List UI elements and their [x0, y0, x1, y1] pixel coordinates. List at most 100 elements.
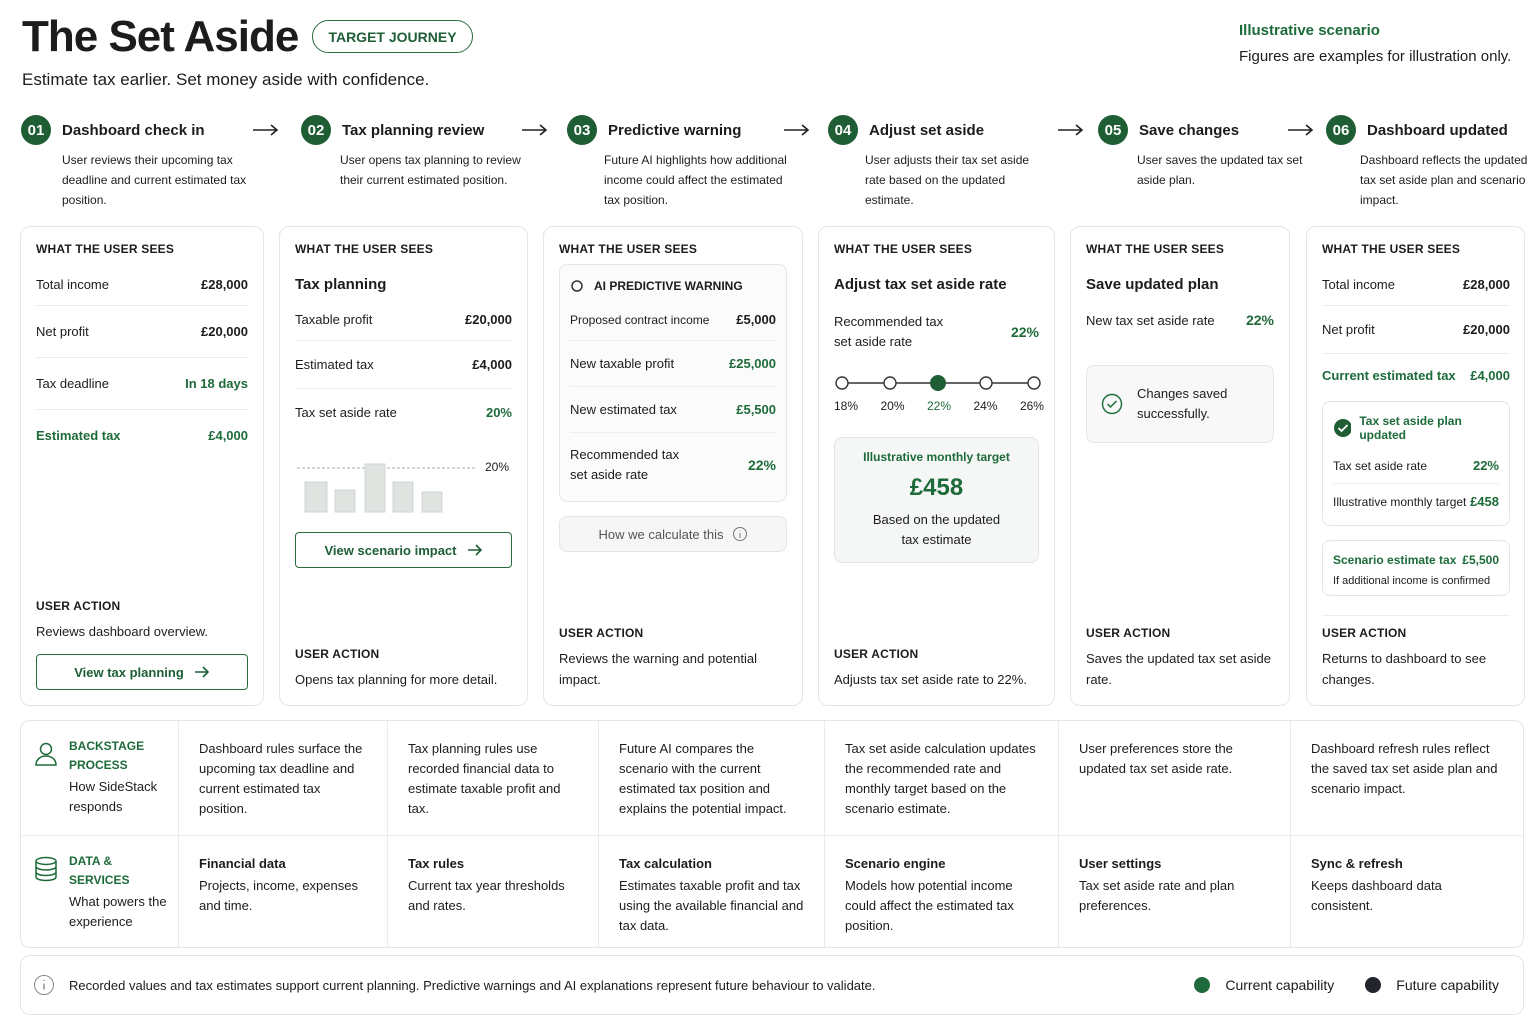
text: 20%	[485, 405, 512, 420]
layer-title: DATA & SERVICES	[69, 854, 130, 887]
shape	[1334, 419, 1352, 437]
text: WHAT THE USER SEES	[559, 242, 698, 256]
layer-cell: Sync & refresh Keeps dashboard data consi…	[1291, 836, 1523, 947]
shape	[392, 481, 414, 513]
shape	[194, 666, 209, 678]
scenario-box: Scenario estimate tax £5,500 If additiona…	[1322, 540, 1510, 596]
text: Reviews the warning and potential impact…	[559, 651, 758, 687]
confirmation: Changes saved successfully.	[1086, 365, 1274, 443]
container: Recommended tax set aside rate 22%	[834, 299, 1039, 365]
layer-cell: Scenario engine Models how potential inco…	[825, 836, 1059, 947]
shape	[835, 376, 849, 390]
container: Tax set aside rate 22%	[1333, 448, 1499, 484]
step-title: Save changes	[1139, 122, 1240, 139]
shape	[253, 124, 1314, 136]
cell-title: User settings	[1079, 856, 1162, 871]
text: USER ACTION	[295, 647, 380, 661]
check-icon	[1101, 393, 1123, 415]
text: Tax set aside plan updated	[1359, 414, 1462, 442]
text: Changes saved successfully.	[1137, 386, 1228, 421]
container: Total income £28,000	[1322, 264, 1510, 306]
text: 22%	[1010, 324, 1039, 340]
text: USER ACTION	[1086, 626, 1171, 640]
text: Illustrative monthly target	[1333, 494, 1467, 509]
service-layers: BACKSTAGE PROCESS How SideStack responds D…	[20, 720, 1524, 948]
layer-title: BACKSTAGE PROCESS	[69, 739, 145, 772]
button[interactable]: View tax planning	[36, 654, 248, 690]
container: USER ACTION Reviews dashboard overview. …	[36, 599, 248, 690]
step-description: User adjusts their tax set aside rate ba…	[865, 153, 1030, 207]
shape	[522, 124, 548, 136]
shape	[253, 124, 279, 136]
text: 22%	[1245, 312, 1274, 328]
text: £4,000	[1470, 368, 1510, 383]
text: £20,000	[1463, 322, 1510, 337]
text: How we calculate this	[598, 526, 724, 542]
container: Tax set aside rate 20%	[295, 389, 512, 436]
button[interactable]: View scenario impact	[295, 532, 512, 568]
badge: TARGET JOURNEY	[312, 20, 473, 53]
text: Tax deadline	[36, 376, 109, 391]
text: £28,000	[1463, 277, 1510, 292]
shape	[784, 124, 810, 136]
info-link[interactable]: How we calculate this	[559, 516, 787, 552]
text: USER ACTION	[36, 599, 121, 613]
text: New estimated tax	[570, 402, 677, 417]
shape	[35, 861, 57, 882]
cell-text: User preferences store the updated tax s…	[1079, 741, 1233, 776]
step-number: 02	[301, 115, 331, 145]
layer-cell: User preferences store the updated tax s…	[1059, 721, 1291, 836]
gear-icon	[571, 280, 583, 292]
layer-subtitle: What powers the experience	[69, 894, 167, 929]
cell-text: Future AI compares the scenario with the…	[619, 741, 787, 816]
text: Illustrative monthly target	[863, 450, 1010, 464]
shape	[1027, 376, 1041, 390]
text: Recommended tax set aside rate	[834, 314, 944, 349]
slider[interactable]	[834, 373, 1044, 393]
container: Estimated tax £4,000	[295, 341, 512, 389]
shape	[1101, 393, 1123, 415]
text: WHAT THE USER SEES	[834, 242, 973, 256]
text: Adjusts tax set aside rate to 22%.	[834, 672, 1027, 687]
cell-text: Keeps dashboard data consistent.	[1311, 878, 1442, 913]
text: £5,500	[736, 402, 776, 417]
container: Net profit £20,000	[36, 306, 248, 358]
subtitle: Estimate tax earlier. Set money aside wi…	[22, 70, 430, 89]
layer-cell: Dashboard refresh rules reflect the save…	[1291, 721, 1523, 836]
text: New taxable profit	[570, 356, 675, 371]
container: Current estimated tax £4,000	[1322, 354, 1510, 397]
text: Estimated tax	[36, 428, 121, 443]
container: Scenario estimate tax £5,500	[1333, 549, 1499, 575]
text: Tax planning	[295, 276, 387, 293]
shape	[421, 491, 443, 513]
text: WHAT THE USER SEES	[295, 242, 434, 256]
cell-text: Dashboard refresh rules reflect the save…	[1311, 741, 1498, 796]
cell-text: Tax set aside calculation updates the re…	[845, 741, 1036, 816]
cell-text: Projects, income, expenses and time.	[199, 878, 358, 913]
container: Total income £28,000	[36, 264, 248, 306]
shape	[1288, 124, 1314, 136]
text: Total income	[1322, 277, 1395, 292]
container: New taxable profit £25,000	[570, 341, 776, 387]
arrow-icon	[194, 666, 209, 678]
text: Estimated tax	[295, 357, 374, 372]
text: Current capability	[1225, 977, 1335, 993]
text: View scenario impact	[324, 542, 457, 558]
text: View tax planning	[74, 664, 184, 680]
info-icon	[34, 975, 54, 995]
text: USER ACTION	[1322, 626, 1407, 640]
shape	[39, 742, 53, 756]
text: Save updated plan	[1086, 276, 1219, 293]
layer-cell: Tax planning rules use recorded financia…	[388, 721, 599, 836]
cell-title: Sync & refresh	[1311, 856, 1403, 871]
layer-label: BACKSTAGE PROCESS How SideStack responds	[21, 721, 179, 836]
text: 22%	[747, 457, 776, 473]
layer-cell: Tax set aside calculation updates the re…	[825, 721, 1059, 836]
step-description: Dashboard reflects the updated tax set a…	[1360, 153, 1528, 207]
step-description: User saves the updated tax set aside pla…	[1137, 153, 1303, 187]
chart-label: 20%	[485, 460, 510, 474]
container: USER ACTION Adjusts tax set aside rate t…	[834, 647, 1039, 690]
text: Scenario estimate tax	[1333, 553, 1457, 567]
rows: Total income £28,000 Net profit £20,000 Ta…	[36, 264, 248, 461]
shape	[1365, 977, 1382, 993]
